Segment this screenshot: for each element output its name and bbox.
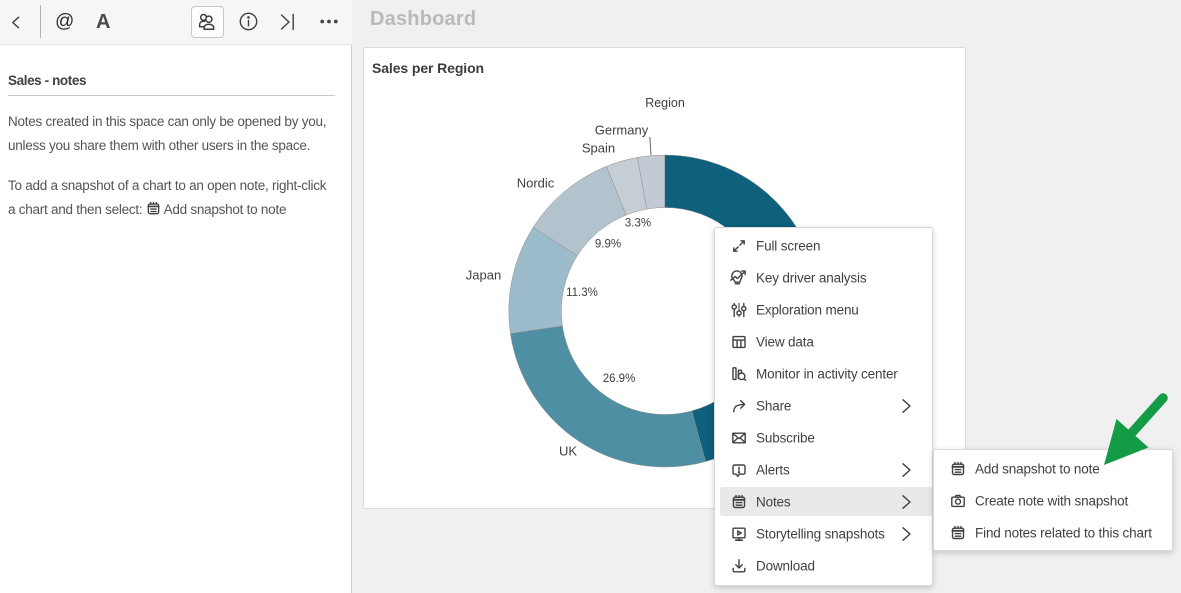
svg-text:26.9%: 26.9% <box>603 373 636 385</box>
svg-text:Nordic: Nordic <box>517 176 555 191</box>
svg-text:Germany: Germany <box>595 123 649 138</box>
svg-text:Region: Region <box>645 96 685 110</box>
svg-text:UK: UK <box>559 444 577 459</box>
svg-text:9.9%: 9.9% <box>595 239 621 251</box>
svg-text:Japan: Japan <box>466 268 501 283</box>
svg-text:3.3%: 3.3% <box>625 218 651 230</box>
svg-text:11.3%: 11.3% <box>566 287 598 299</box>
svg-text:Spain: Spain <box>582 141 615 156</box>
